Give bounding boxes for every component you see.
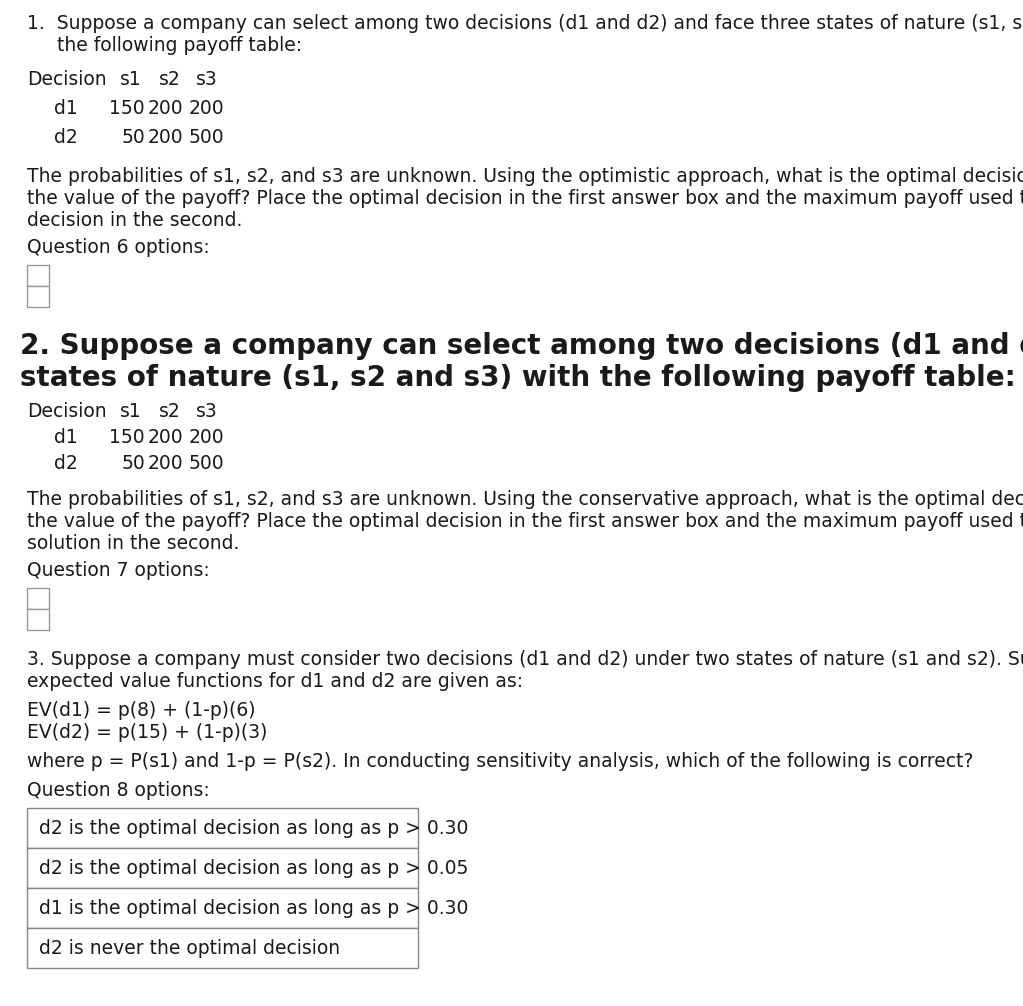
Bar bbox=[27, 808, 418, 848]
Text: 150: 150 bbox=[109, 428, 145, 447]
Text: s2: s2 bbox=[159, 402, 181, 421]
Text: The probabilities of s1, s2, and s3 are unknown. Using the conservative approach: The probabilities of s1, s2, and s3 are … bbox=[27, 490, 1023, 509]
Text: s3: s3 bbox=[196, 402, 218, 421]
Text: 1.  Suppose a company can select among two decisions (d1 and d2) and face three : 1. Suppose a company can select among tw… bbox=[27, 14, 1023, 33]
Text: the value of the payoff? Place the optimal decision in the first answer box and : the value of the payoff? Place the optim… bbox=[27, 189, 1023, 208]
Text: d2 is the optimal decision as long as p > 0.05: d2 is the optimal decision as long as p … bbox=[39, 858, 469, 877]
Text: 2. Suppose a company can select among two decisions (d1 and d2) and face three: 2. Suppose a company can select among tw… bbox=[20, 332, 1023, 360]
Text: 50: 50 bbox=[122, 454, 145, 473]
Text: the following payoff table:: the following payoff table: bbox=[27, 36, 302, 55]
Text: 50: 50 bbox=[122, 128, 145, 147]
Text: Question 7 options:: Question 7 options: bbox=[27, 561, 210, 580]
Text: expected value functions for d1 and d2 are given as:: expected value functions for d1 and d2 a… bbox=[27, 672, 523, 691]
Bar bbox=[27, 848, 418, 888]
Text: 200: 200 bbox=[147, 454, 183, 473]
Text: The probabilities of s1, s2, and s3 are unknown. Using the optimistic approach, : The probabilities of s1, s2, and s3 are … bbox=[27, 167, 1023, 186]
Text: Decision: Decision bbox=[27, 402, 106, 421]
Text: decision in the second.: decision in the second. bbox=[27, 211, 242, 230]
Text: d1 is the optimal decision as long as p > 0.30: d1 is the optimal decision as long as p … bbox=[39, 898, 469, 917]
Text: d2 is the optimal decision as long as p > 0.30: d2 is the optimal decision as long as p … bbox=[39, 819, 469, 838]
Text: s1: s1 bbox=[120, 70, 142, 89]
Text: 200: 200 bbox=[188, 99, 224, 118]
Text: d2: d2 bbox=[54, 128, 78, 147]
Text: d1: d1 bbox=[54, 99, 78, 118]
Text: 200: 200 bbox=[147, 99, 183, 118]
Text: 200: 200 bbox=[147, 128, 183, 147]
Text: EV(d1) = p(8) + (1-p)(6): EV(d1) = p(8) + (1-p)(6) bbox=[27, 701, 256, 720]
Text: solution in the second.: solution in the second. bbox=[27, 534, 239, 553]
Text: d2 is never the optimal decision: d2 is never the optimal decision bbox=[39, 939, 340, 958]
Text: 150: 150 bbox=[109, 99, 145, 118]
Text: s2: s2 bbox=[159, 70, 181, 89]
Text: d2: d2 bbox=[54, 454, 78, 473]
Bar bbox=[27, 265, 49, 286]
Bar bbox=[27, 609, 49, 630]
Bar bbox=[27, 928, 418, 968]
Text: Question 8 options:: Question 8 options: bbox=[27, 781, 210, 800]
Text: s1: s1 bbox=[120, 402, 142, 421]
Text: where p = P(s1) and 1-p = P(s2). In conducting sensitivity analysis, which of th: where p = P(s1) and 1-p = P(s2). In cond… bbox=[27, 752, 973, 771]
Text: 200: 200 bbox=[188, 428, 224, 447]
Bar bbox=[27, 888, 418, 928]
Text: 500: 500 bbox=[188, 128, 224, 147]
Text: Question 6 options:: Question 6 options: bbox=[27, 238, 210, 257]
Text: 500: 500 bbox=[188, 454, 224, 473]
Text: states of nature (s1, s2 and s3) with the following payoff table:: states of nature (s1, s2 and s3) with th… bbox=[20, 364, 1016, 392]
Text: the value of the payoff? Place the optimal decision in the first answer box and : the value of the payoff? Place the optim… bbox=[27, 512, 1023, 531]
Bar bbox=[27, 286, 49, 307]
Text: s3: s3 bbox=[196, 70, 218, 89]
Text: 200: 200 bbox=[147, 428, 183, 447]
Text: d1: d1 bbox=[54, 428, 78, 447]
Bar bbox=[27, 588, 49, 609]
Text: 3. Suppose a company must consider two decisions (d1 and d2) under two states of: 3. Suppose a company must consider two d… bbox=[27, 650, 1023, 669]
Text: Decision: Decision bbox=[27, 70, 106, 89]
Text: EV(d2) = p(15) + (1-p)(3): EV(d2) = p(15) + (1-p)(3) bbox=[27, 723, 267, 742]
